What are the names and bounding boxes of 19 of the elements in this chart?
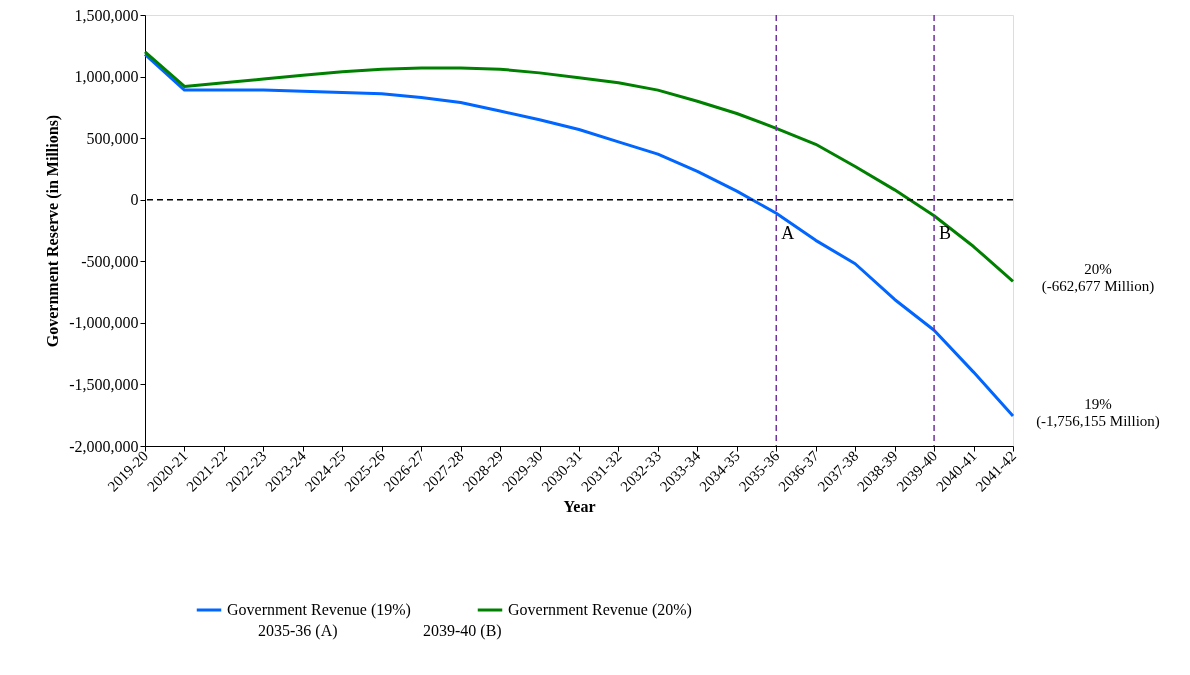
y-tick-label: -1,500,000 (69, 375, 139, 393)
annotation: 20% (-662,677 Million) (1041, 261, 1155, 296)
legend-label: Government Revenue (19%) (227, 601, 411, 619)
y-tick-label: 500,000 (86, 129, 139, 147)
line-series (143, 52, 1015, 418)
line-series (143, 50, 1015, 283)
y-tick-label: -1,000,000 (69, 314, 139, 332)
y-tick-label: 1,500,000 (74, 6, 139, 24)
text: 2039-40 (B) (423, 622, 502, 640)
y-axis-title: Government Reserve (in Millions) (44, 114, 63, 348)
y-tick-label: 0 (130, 191, 139, 209)
y-tick-label: -500,000 (81, 252, 139, 270)
ref-line-label: B (939, 222, 952, 243)
y-tick-label: 1,000,000 (74, 68, 139, 86)
legend-label: Government Revenue (20%) (508, 601, 692, 619)
x-axis-title: Year (563, 497, 596, 515)
text: 2035-36 (A) (258, 622, 338, 640)
ref-line-label: A (781, 222, 795, 243)
annotation: 19% (-1,756,155 Million) (1036, 395, 1160, 430)
